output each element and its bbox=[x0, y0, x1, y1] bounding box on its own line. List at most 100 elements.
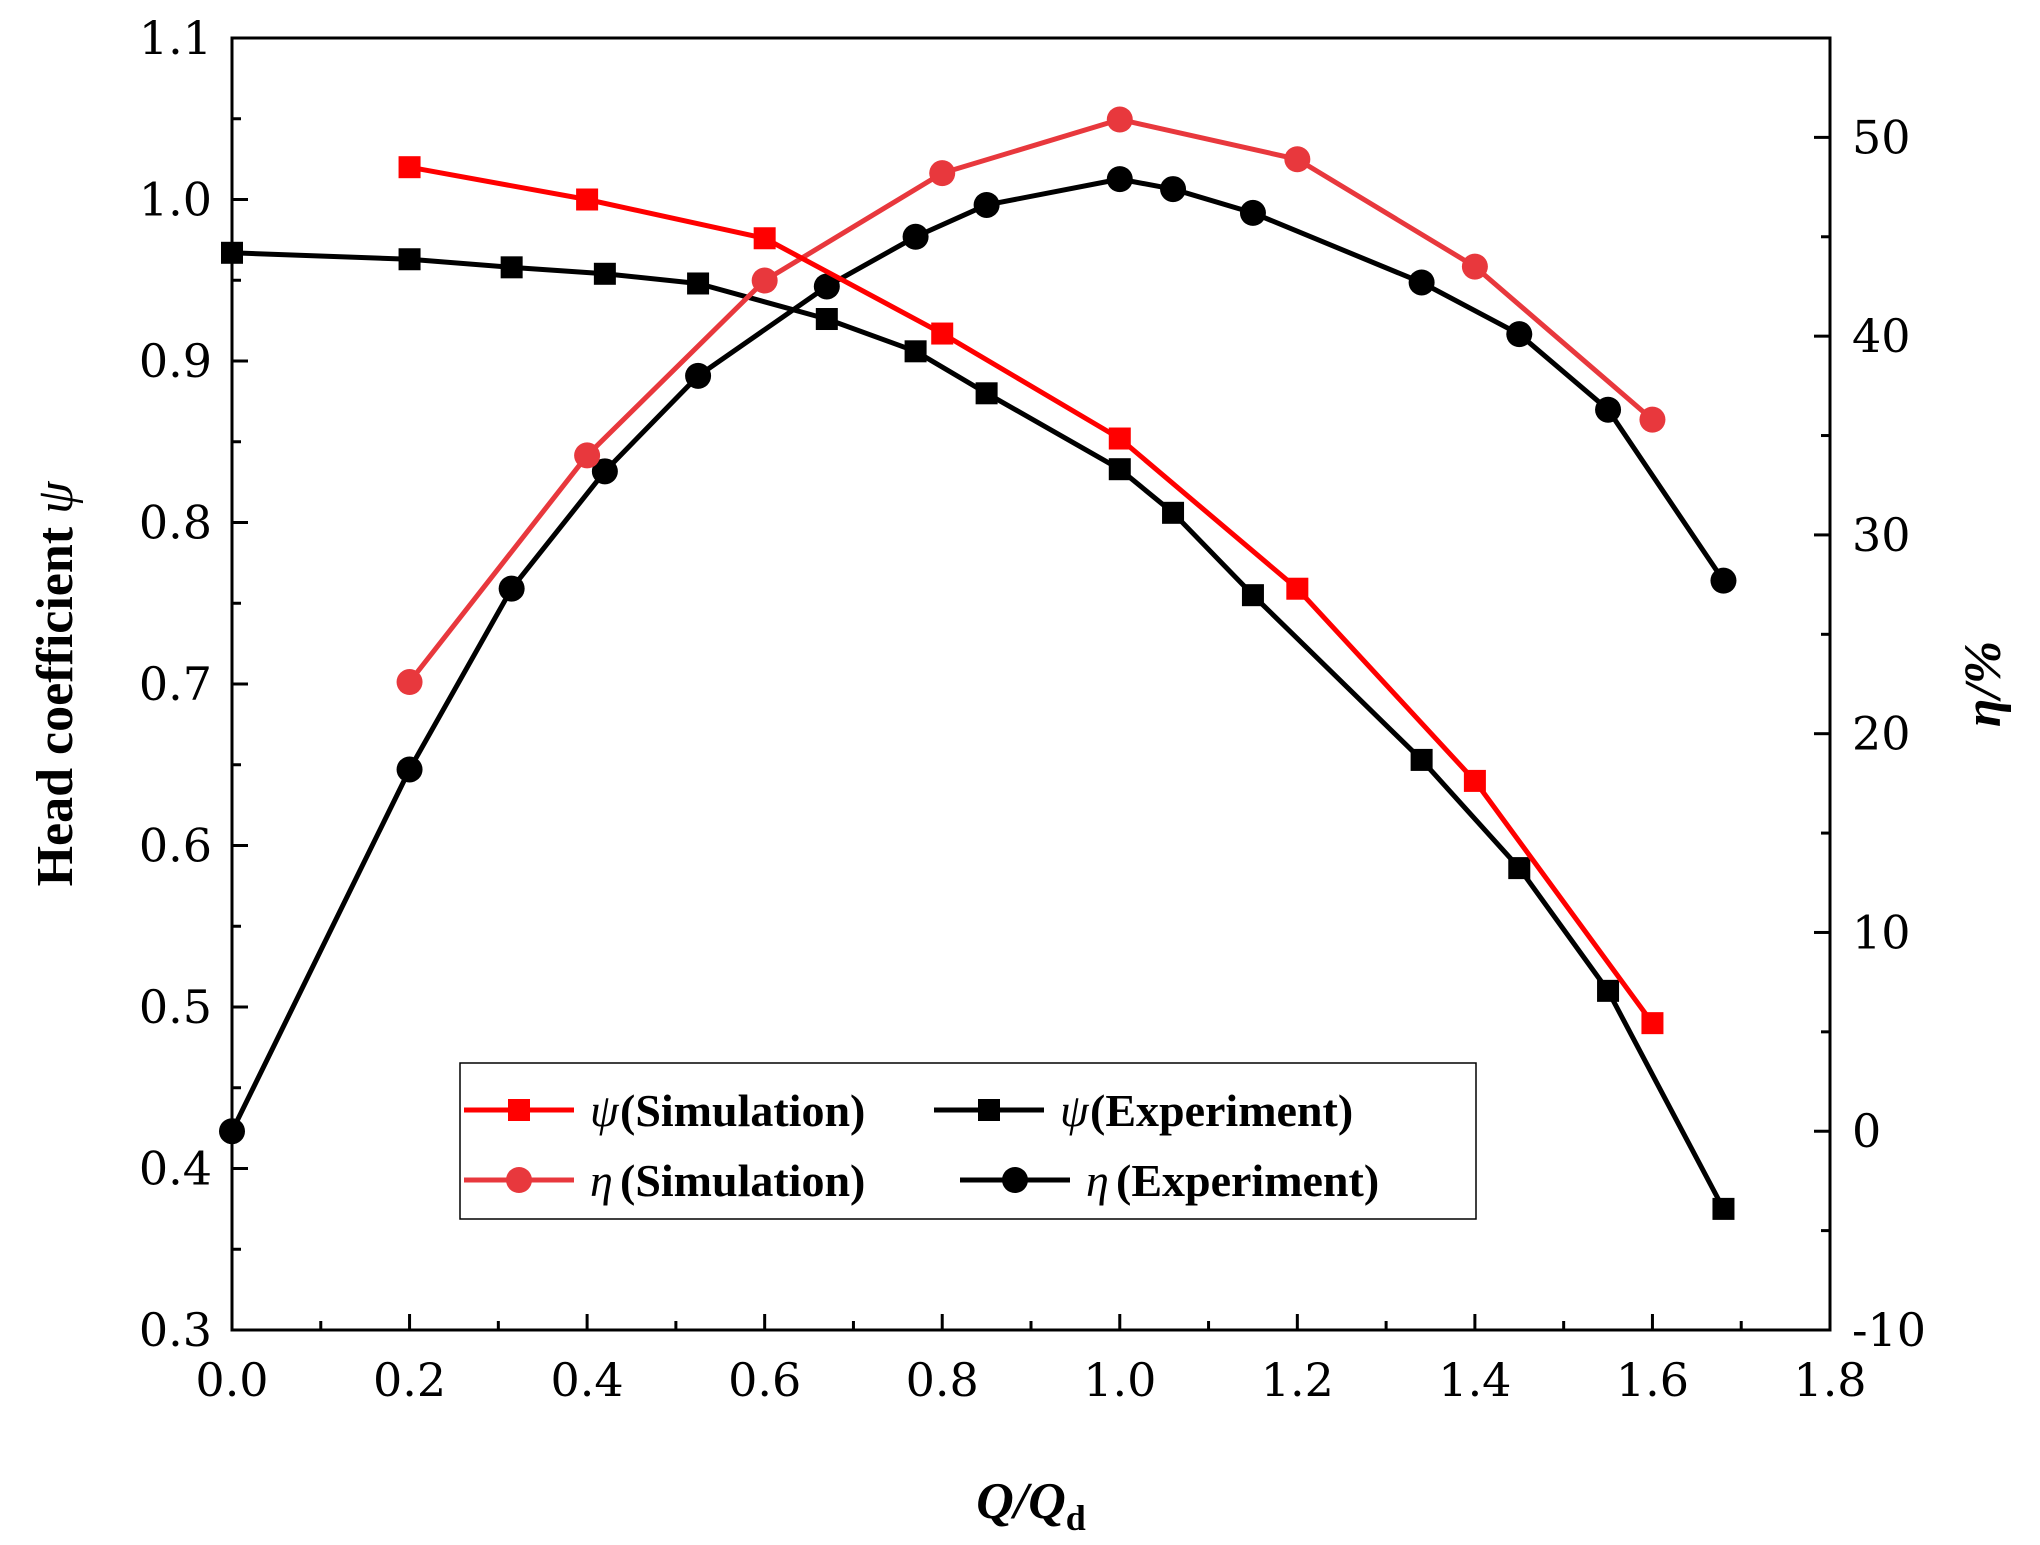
y-tick-label: 0.4 bbox=[139, 1142, 212, 1196]
x-tick-label: 1.4 bbox=[1438, 1353, 1511, 1407]
legend-item: η (Simulation) bbox=[464, 1155, 865, 1206]
y2-tick-label: 20 bbox=[1852, 707, 1911, 761]
x-tick-label: 1.2 bbox=[1261, 1353, 1334, 1407]
y-axis-title-main: Head coefficient bbox=[27, 514, 84, 887]
y-tick-label: 0.5 bbox=[139, 980, 212, 1034]
y2-tick-label: 50 bbox=[1852, 110, 1911, 164]
data-point bbox=[1639, 406, 1666, 433]
y2-axis-title: η/% bbox=[1955, 641, 2012, 727]
data-point bbox=[1641, 1012, 1664, 1035]
data-point bbox=[1286, 577, 1309, 600]
legend: ψ (Simulation) ψ (Experiment)η (Simulation) η… bbox=[459, 1062, 1477, 1220]
y-axis-title: Head coefficient ψ bbox=[27, 480, 84, 887]
x-tick-label: 0.4 bbox=[551, 1353, 624, 1407]
data-point bbox=[396, 756, 423, 783]
legend-box bbox=[459, 1062, 1477, 1220]
x-tick-label: 0.8 bbox=[906, 1353, 979, 1407]
data-point bbox=[221, 241, 243, 264]
data-point bbox=[751, 267, 778, 294]
data-point bbox=[1595, 396, 1622, 423]
legend-symbol: η bbox=[590, 1155, 613, 1206]
series-layer bbox=[219, 106, 1737, 1220]
y-tick-label: 0.9 bbox=[139, 334, 212, 388]
legend-symbol: η bbox=[1086, 1155, 1109, 1206]
y2-tick-label: 30 bbox=[1852, 508, 1911, 562]
y2-tick-label: -10 bbox=[1852, 1303, 1926, 1357]
data-point bbox=[396, 669, 423, 696]
data-point bbox=[687, 272, 710, 295]
legend-label: (Experiment) bbox=[1116, 1155, 1379, 1206]
y-axis-title-symbol: ψ bbox=[27, 480, 84, 514]
data-point bbox=[1108, 458, 1131, 481]
data-point bbox=[1239, 199, 1266, 226]
y2-tick-label: 40 bbox=[1852, 309, 1911, 363]
legend-label: (Experiment) bbox=[1090, 1085, 1353, 1136]
data-point bbox=[1160, 176, 1187, 203]
data-point bbox=[975, 382, 998, 405]
legend-item: ψ (Experiment) bbox=[934, 1085, 1353, 1136]
x-tick-label: 1.8 bbox=[1793, 1353, 1866, 1407]
x-tick-label: 1.0 bbox=[1083, 1353, 1156, 1407]
legend-symbol: ψ bbox=[1060, 1085, 1090, 1136]
series--simulation- bbox=[398, 156, 1664, 1035]
y2-tick-label: 10 bbox=[1852, 905, 1911, 959]
legend-item: ψ (Simulation) bbox=[464, 1085, 865, 1136]
data-point bbox=[1162, 501, 1185, 524]
data-point bbox=[1461, 253, 1488, 280]
data-point bbox=[498, 575, 525, 602]
legend-marker bbox=[506, 1167, 532, 1193]
data-point bbox=[1408, 269, 1435, 296]
legend-label: (Simulation) bbox=[620, 1085, 865, 1136]
data-point bbox=[815, 308, 838, 331]
data-point bbox=[219, 1118, 245, 1145]
y-tick-label: 0.6 bbox=[139, 819, 212, 873]
legend-symbol: ψ bbox=[590, 1085, 620, 1136]
x-tick-label: 1.6 bbox=[1616, 1353, 1689, 1407]
data-point bbox=[1410, 748, 1433, 771]
data-point bbox=[500, 256, 523, 279]
data-point bbox=[1710, 567, 1737, 594]
legend-marker bbox=[1002, 1167, 1028, 1193]
data-point bbox=[973, 191, 1000, 218]
x-axis-title-subscript: d bbox=[1066, 1498, 1086, 1538]
x-tick-label: 0.0 bbox=[195, 1353, 268, 1407]
data-point bbox=[813, 273, 840, 300]
data-point bbox=[1284, 146, 1311, 173]
data-point bbox=[685, 362, 712, 389]
x-axis-title: Q/Qd bbox=[976, 1473, 1086, 1538]
y2-tick-label: 0 bbox=[1852, 1104, 1881, 1158]
data-point bbox=[576, 188, 599, 211]
x-tick-label: 0.6 bbox=[728, 1353, 801, 1407]
data-point bbox=[902, 223, 929, 250]
y-tick-label: 1.1 bbox=[139, 11, 212, 65]
legend-label: (Simulation) bbox=[620, 1155, 865, 1206]
axis-ticks: 0.0 0.2 0.4 0.6 0.8 1.0 1.2 1.4 1.6 1.8 0.3 0.4 0.5 0… bbox=[139, 11, 1926, 1407]
data-point bbox=[931, 322, 954, 345]
data-point bbox=[1597, 979, 1620, 1002]
y-tick-label: 0.7 bbox=[139, 657, 212, 711]
series-line bbox=[407, 116, 1655, 684]
data-point bbox=[574, 442, 601, 469]
series--experiment- bbox=[221, 241, 1735, 1220]
data-point bbox=[753, 227, 776, 250]
data-point bbox=[1506, 321, 1533, 348]
data-point bbox=[1241, 584, 1264, 607]
data-point bbox=[1106, 166, 1133, 193]
data-point bbox=[929, 160, 956, 187]
x-tick-label: 0.2 bbox=[373, 1353, 446, 1407]
legend-marker bbox=[978, 1099, 1000, 1121]
data-point bbox=[1463, 769, 1486, 792]
series--experiment- bbox=[219, 166, 1737, 1145]
x-axis-title-main: Q/Q bbox=[976, 1473, 1066, 1530]
series--simulation- bbox=[396, 106, 1666, 696]
series-line bbox=[229, 176, 1726, 1133]
y-tick-label: 0.3 bbox=[139, 1303, 212, 1357]
data-point bbox=[904, 340, 927, 363]
y-tick-label: 1.0 bbox=[139, 173, 212, 227]
data-point bbox=[593, 262, 616, 285]
data-point bbox=[1106, 106, 1133, 133]
data-point bbox=[591, 458, 618, 485]
data-point bbox=[1108, 427, 1131, 450]
y-tick-label: 0.8 bbox=[139, 496, 212, 550]
